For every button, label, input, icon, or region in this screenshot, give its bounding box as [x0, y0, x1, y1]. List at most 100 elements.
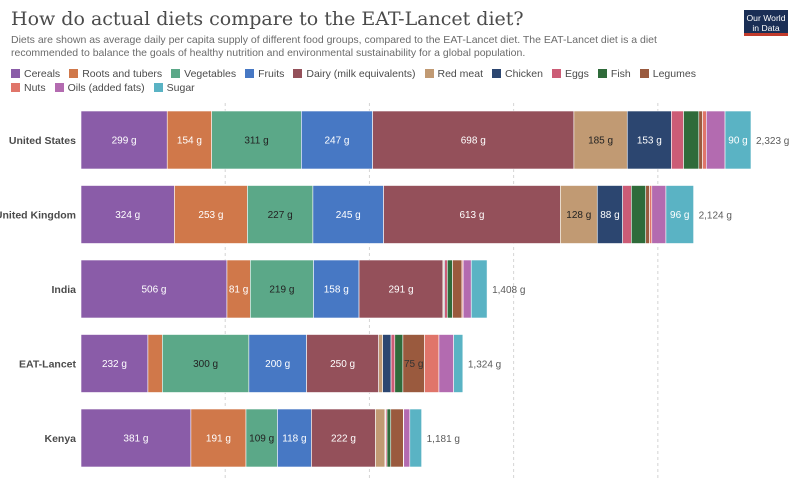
bar-segment[interactable] [631, 185, 647, 244]
bar-segment[interactable] [626, 110, 672, 170]
bar-segment[interactable] [174, 185, 248, 244]
bar-segment[interactable] [80, 408, 192, 468]
legend-label: Oils (added fats) [67, 82, 145, 94]
bar-segment[interactable] [705, 110, 726, 170]
legend-label: Vegetables [184, 68, 237, 80]
bar-value-label: 219 g [269, 285, 294, 296]
bar-segment[interactable] [470, 259, 488, 319]
legend-item[interactable]: Roots and tubers [69, 67, 162, 81]
bar-segment[interactable] [444, 259, 448, 319]
bar-segment[interactable] [382, 334, 392, 393]
legend-label: Fish [610, 68, 631, 80]
bar-segment[interactable] [311, 408, 376, 468]
bar-segment[interactable] [80, 110, 168, 170]
bar-segment[interactable] [306, 334, 379, 393]
legend-label: Roots and tubers [82, 68, 163, 80]
legend-item[interactable]: Sugar [153, 81, 195, 95]
bar-segment[interactable] [698, 110, 703, 170]
bar-segment[interactable] [438, 334, 454, 393]
bar-segment[interactable] [724, 110, 752, 170]
legend-label: Eggs [564, 68, 589, 80]
legend-item[interactable]: Oils (added fats) [54, 81, 145, 95]
bar-value-label: 153 g [637, 136, 662, 147]
bar-total-label: 1,324 g [468, 360, 501, 371]
bar-segment[interactable] [386, 408, 392, 468]
category-label: Kenya [44, 433, 76, 445]
bar-segment[interactable] [665, 185, 694, 244]
legend-item[interactable]: Fish [597, 67, 631, 81]
category-label: United States [9, 135, 76, 147]
bar-segment[interactable] [651, 185, 667, 244]
bar-segment[interactable] [702, 110, 707, 170]
legend-swatch [424, 69, 434, 78]
legend-item[interactable]: Vegetables [171, 67, 236, 81]
bar-segment[interactable] [247, 185, 314, 244]
legend-item[interactable]: Eggs [551, 67, 589, 81]
bar-value-label: 90 g [728, 136, 747, 147]
bar-segment[interactable] [248, 334, 307, 393]
bar-segment[interactable] [375, 408, 386, 468]
category-label: India [51, 284, 76, 296]
bar-value-label: 613 g [459, 210, 484, 221]
bar-segment[interactable] [147, 334, 163, 393]
bar-segment[interactable] [378, 334, 383, 393]
bar-segment[interactable] [683, 110, 700, 170]
bar-segment[interactable] [394, 334, 404, 393]
bar-segment[interactable] [211, 110, 302, 170]
bar-value-label: 291 g [388, 285, 413, 296]
bar-segment[interactable] [573, 110, 628, 170]
bar-value-label: 253 g [198, 210, 223, 221]
bar-segment[interactable] [190, 408, 247, 468]
bar-value-label: 300 g [193, 359, 218, 370]
bar-segment[interactable] [390, 408, 404, 468]
bar-segment[interactable] [409, 408, 422, 468]
bar-segment[interactable] [390, 334, 396, 393]
bar-segment[interactable] [403, 408, 411, 468]
legend-label: Chicken [505, 68, 543, 80]
bar-value-label: 191 g [206, 434, 231, 445]
bar-segment[interactable] [162, 334, 250, 393]
bar-segment[interactable] [649, 185, 653, 244]
legend-swatch [551, 69, 561, 78]
bar-value-label: 250 g [330, 359, 355, 370]
bar-segment[interactable] [312, 185, 384, 244]
bar-segment[interactable] [453, 334, 464, 393]
bar-segment[interactable] [622, 185, 632, 244]
bar-segment[interactable] [462, 259, 472, 319]
legend-swatch [639, 69, 649, 78]
bar-segment[interactable] [245, 408, 278, 468]
bar-value-label: 75 g [404, 359, 423, 370]
owid-logo[interactable]: Our World in Data [744, 10, 788, 36]
bar-segment[interactable] [560, 185, 598, 244]
chart-title: How do actual diets compare to the EAT-L… [11, 8, 524, 30]
bar-segment[interactable] [452, 259, 463, 319]
bar-value-label: 299 g [112, 136, 137, 147]
legend-swatch [597, 69, 607, 78]
legend-item[interactable]: Chicken [492, 67, 543, 81]
legend-item[interactable]: Nuts [11, 81, 46, 95]
legend-swatch [69, 69, 79, 78]
legend-item[interactable]: Fruits [245, 67, 284, 81]
legend-label: Red meat [437, 68, 484, 80]
bar-segment[interactable] [301, 110, 373, 170]
legend-item[interactable]: Dairy (milk equivalents) [293, 67, 416, 81]
bar-segment[interactable] [383, 185, 561, 244]
bar-segment[interactable] [80, 185, 175, 244]
legend-item[interactable]: Red meat [424, 67, 484, 81]
bar-segment[interactable] [671, 110, 684, 170]
legend-item[interactable]: Cereals [11, 67, 60, 81]
bar-value-label: 232 g [102, 359, 127, 370]
bar-segment[interactable] [358, 259, 444, 319]
bar-segment[interactable] [372, 110, 575, 170]
legend-swatch [11, 83, 20, 92]
bar-segment[interactable] [424, 334, 440, 393]
bar-total-label: 1,181 g [427, 434, 460, 445]
bar-segment[interactable] [645, 185, 650, 244]
bar-segment[interactable] [446, 259, 453, 319]
legend-label: Sugar [166, 82, 195, 94]
bar-segment[interactable] [277, 408, 312, 468]
bar-segment[interactable] [80, 334, 149, 393]
chart-legend: Cereals Roots and tubers Vegetables Fruits D… [11, 67, 731, 95]
legend-item[interactable]: Legumes [639, 67, 696, 81]
